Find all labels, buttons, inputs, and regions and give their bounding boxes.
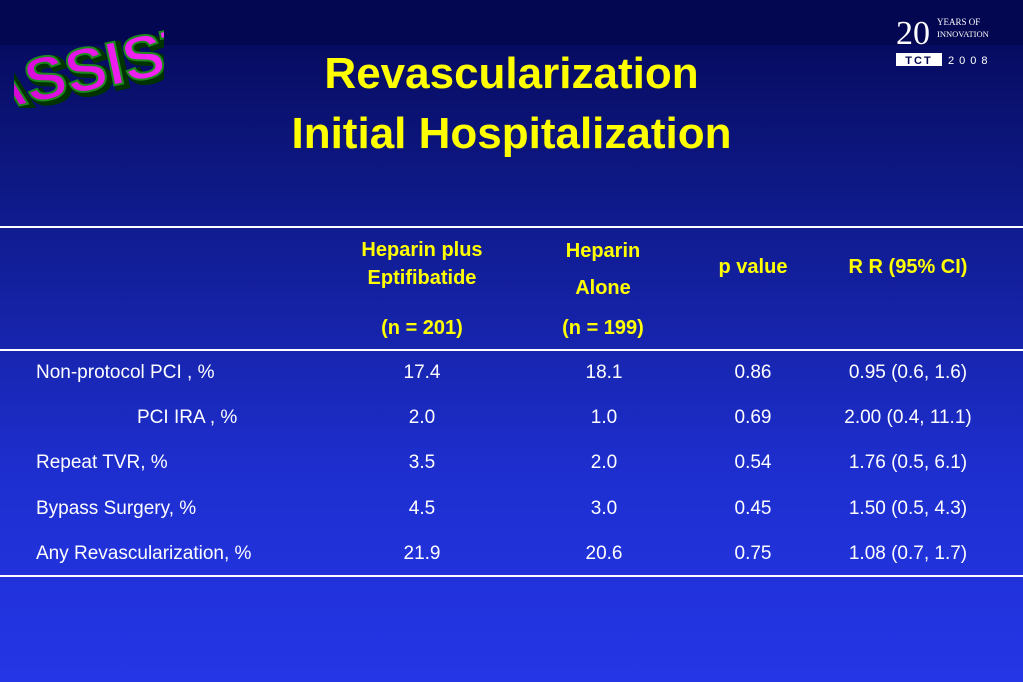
table-header-rule <box>0 349 1023 351</box>
row-label: Non-protocol PCI , % <box>36 362 215 383</box>
row-label: Bypass Surgery, % <box>36 498 197 519</box>
cell-value: 1.76 (0.5, 6.1) <box>848 452 968 473</box>
cell-value: 2.0 <box>408 407 436 428</box>
cell-value: 4.5 <box>408 498 436 519</box>
cell-value: 0.69 <box>734 407 772 428</box>
top-band <box>0 0 1023 45</box>
cell-value: 17.4 <box>403 362 441 383</box>
cell-value: 1.08 (0.7, 1.7) <box>848 543 968 564</box>
tct-anniversary-logo: 20 YEARS OF INNOVATION TCT 2008 <box>896 15 992 67</box>
slide-title-line2: Initial Hospitalization <box>291 109 732 158</box>
cell-value: 2.00 (0.4, 11.1) <box>844 407 972 428</box>
cell-value: 21.9 <box>403 543 441 564</box>
header-heparin-alone: Heparin Alone <box>565 240 641 299</box>
cell-value: 0.54 <box>734 452 772 473</box>
cell-value: 0.95 (0.6, 1.6) <box>848 362 968 383</box>
cell-value: 18.1 <box>585 362 623 383</box>
cell-value: 1.0 <box>590 407 618 428</box>
svg-text:INNOVATION: INNOVATION <box>937 29 989 39</box>
row-label: Repeat TVR, % <box>36 452 168 473</box>
header-heparin-alone-n: (n = 199) <box>562 317 644 339</box>
svg-text:20: 20 <box>896 15 930 52</box>
cell-value: 0.86 <box>734 362 772 383</box>
cell-value: 0.45 <box>734 498 772 519</box>
row-label: Any Revascularization, % <box>36 543 252 564</box>
svg-text:TCT: TCT <box>905 55 932 67</box>
cell-value: 1.50 (0.5, 4.3) <box>848 498 968 519</box>
cell-value: 2.0 <box>590 452 618 473</box>
cell-value: 20.6 <box>585 543 623 564</box>
slide-title-line1: Revascularization <box>324 49 699 98</box>
header-rr-ci: R R (95% CI) <box>848 256 968 278</box>
header-heparin-plus-eptifibatide: Heparin plus Eptifibatide <box>361 239 483 289</box>
header-heparin-plus-n: (n = 201) <box>381 317 463 339</box>
svg-text:YEARS OF: YEARS OF <box>937 17 980 27</box>
table-top-rule <box>0 226 1023 228</box>
header-p-value: p value <box>718 256 788 278</box>
cell-value: 0.75 <box>734 543 772 564</box>
svg-text:2008: 2008 <box>948 55 992 67</box>
row-label: PCI IRA , % <box>137 407 238 428</box>
assist-logo: ASSIST ASSIST <box>14 11 164 108</box>
table-bottom-rule <box>0 575 1023 577</box>
cell-value: 3.5 <box>408 452 436 473</box>
cell-value: 3.0 <box>590 498 618 519</box>
